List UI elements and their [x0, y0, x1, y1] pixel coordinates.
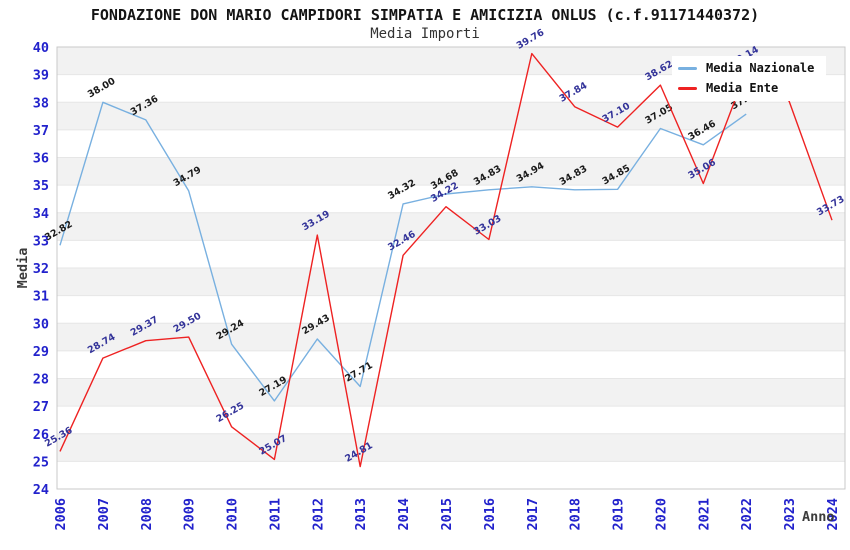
x-tick-label: 2009	[182, 498, 198, 531]
legend-label-media-ente: Media Ente	[706, 81, 779, 95]
legend: Media Nazionale Media Ente	[672, 56, 826, 101]
legend-swatch-media-nazionale	[678, 66, 697, 70]
legend-swatch-media-ente	[678, 86, 697, 90]
y-tick-label: 24	[33, 482, 49, 498]
plot-border	[56, 46, 846, 490]
grid-band	[57, 212, 845, 241]
x-tick-label: 2015	[439, 498, 455, 531]
y-axis-title: Media	[15, 248, 31, 289]
x-tick-label: 2017	[525, 498, 541, 531]
y-tick-label: 40	[33, 40, 49, 56]
y-tick-label: 30	[33, 316, 49, 332]
y-tick-label: 39	[33, 68, 49, 84]
data-label-media-nazionale: 38.00	[86, 76, 118, 101]
grid-band	[57, 102, 845, 130]
x-tick-label: 2019	[611, 498, 627, 531]
grid-band	[57, 378, 845, 407]
y-tick-label: 36	[33, 151, 49, 167]
y-tick-label: 37	[33, 123, 49, 139]
chart-subtitle: Media Importi	[370, 26, 480, 42]
y-tick-label: 35	[33, 178, 49, 194]
x-tick-label: 2007	[96, 498, 112, 531]
y-tick-label: 38	[33, 95, 49, 111]
x-tick-label: 2010	[225, 498, 241, 531]
legend-item-media-ente: Media Ente	[678, 80, 820, 96]
series-line-media-ente	[59, 52, 833, 468]
x-tick-label: 2016	[482, 498, 498, 531]
y-tick-label: 31	[33, 289, 49, 305]
chart-title: FONDAZIONE DON MARIO CAMPIDORI SIMPATIA …	[90, 6, 760, 24]
series-line-media-nazionale	[59, 101, 747, 402]
data-label-media-ente: 37.84	[558, 80, 590, 105]
x-tick-label: 2012	[310, 498, 326, 531]
x-tick-label: 2020	[653, 498, 669, 531]
y-tick-label: 28	[33, 372, 49, 388]
x-tick-label: 2021	[696, 498, 712, 531]
x-tick-label: 2006	[53, 498, 69, 531]
y-tick-label: 26	[33, 427, 49, 443]
x-tick-label: 2023	[782, 498, 798, 531]
x-tick-label: 2022	[739, 498, 755, 531]
y-tick-label: 27	[33, 399, 49, 415]
legend-label-media-nazionale: Media Nazionale	[706, 61, 815, 75]
x-axis-title: Anno	[802, 509, 835, 525]
y-tick-label: 32	[33, 261, 49, 277]
legend-item-media-nazionale: Media Nazionale	[678, 60, 820, 76]
x-tick-label: 2014	[396, 498, 412, 531]
x-tick-label: 2011	[267, 498, 283, 531]
grid-band	[57, 157, 845, 186]
x-tick-label: 2008	[139, 498, 155, 531]
y-tick-label: 25	[33, 454, 49, 470]
y-tick-label: 33	[33, 233, 49, 249]
grid-band	[57, 268, 845, 296]
x-tick-label: 2018	[568, 498, 584, 531]
y-tick-label: 29	[33, 344, 49, 360]
y-tick-label: 34	[33, 206, 49, 222]
grid-band	[57, 433, 845, 462]
x-tick-label: 2013	[353, 498, 369, 531]
x-tick-label: 2024	[825, 498, 841, 531]
